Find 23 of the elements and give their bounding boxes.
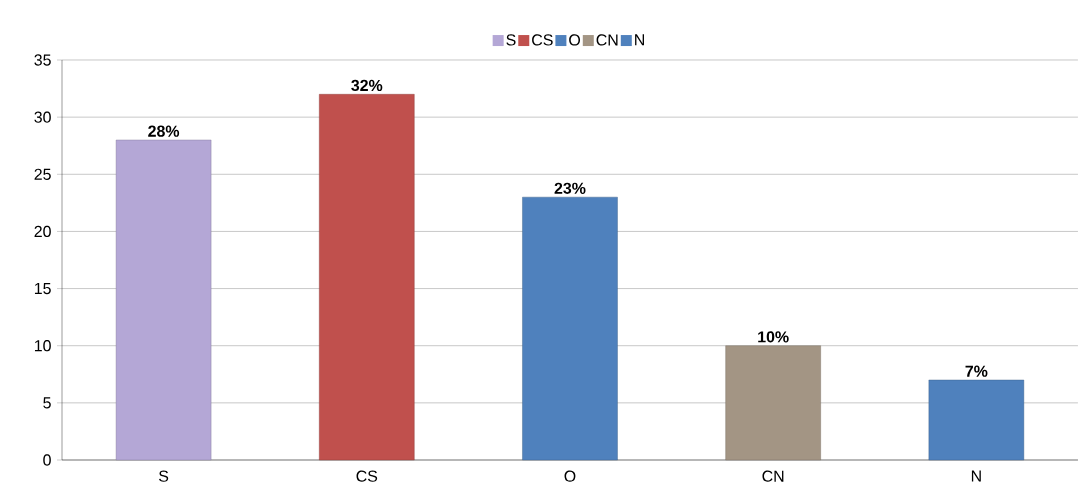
y-tick-label: 15 [34, 283, 51, 295]
data-label: 10% [758, 331, 789, 343]
y-tick-label: 0 [43, 454, 51, 466]
legend-label: CN [596, 34, 618, 46]
y-tick-label: 10 [34, 340, 51, 352]
data-label: 28% [148, 125, 180, 137]
data-label: 32% [351, 79, 383, 92]
y-tick-label: 25 [34, 168, 51, 180]
data-label: 7% [965, 365, 988, 377]
x-tick-label: N [971, 470, 981, 482]
legend-label: O [569, 34, 581, 46]
legend-label: N [635, 34, 644, 46]
x-tick-label: CN [762, 470, 784, 482]
x-tick-label: S [159, 470, 169, 482]
legend-label: CS [532, 34, 553, 46]
y-tick-label: 30 [34, 111, 51, 123]
data-label: 23% [554, 182, 586, 194]
y-tick-label: 20 [34, 225, 51, 238]
legend-label: S [506, 34, 516, 46]
y-tick-label: 5 [43, 397, 51, 409]
y-tick-label: 35 [34, 54, 51, 66]
x-tick-label: O [564, 470, 576, 482]
x-tick-label: CS [356, 470, 378, 482]
